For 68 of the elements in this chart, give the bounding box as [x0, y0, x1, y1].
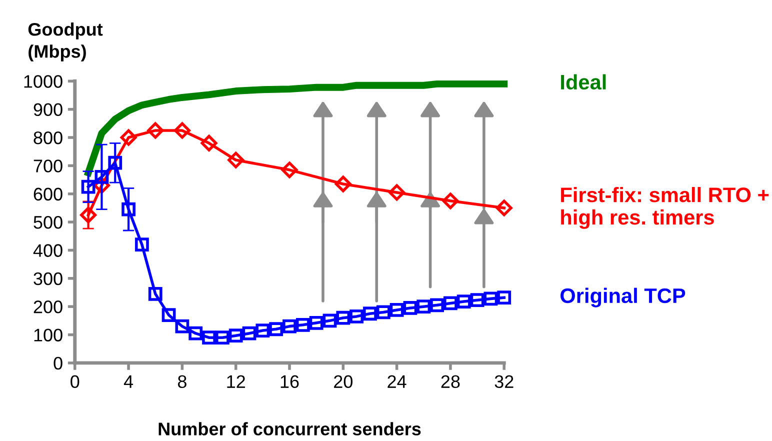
point — [202, 330, 216, 345]
y-tick-label: 900 — [34, 103, 62, 116]
point — [228, 152, 244, 168]
point — [470, 293, 484, 308]
point — [269, 322, 284, 336]
y-tick-label: 1000 — [24, 75, 62, 88]
x-tick-label: 16 — [280, 375, 299, 388]
y-tick-label: 700 — [34, 160, 62, 172]
y-tick-label: 400 — [33, 244, 62, 257]
x-tick-label: 0 — [70, 375, 80, 388]
point — [456, 294, 471, 308]
point — [120, 129, 137, 146]
y-tick-label: 100 — [34, 328, 62, 342]
point — [403, 301, 418, 315]
point — [296, 318, 310, 332]
x-tick-label: 24 — [388, 375, 406, 388]
point — [94, 170, 109, 184]
y-tick-label: 300 — [34, 272, 62, 286]
point — [80, 206, 97, 224]
point — [81, 180, 96, 194]
point — [496, 200, 512, 216]
y-tick-label: 500 — [34, 216, 62, 229]
x-axis-title: Number of concurrent senders — [158, 422, 421, 436]
text: Ideal — [561, 74, 606, 90]
point — [188, 326, 203, 340]
x-tick-label: 32 — [494, 375, 514, 388]
y-tick-label: 0 — [54, 356, 62, 370]
point — [200, 134, 218, 152]
point — [174, 122, 190, 139]
point — [334, 176, 352, 192]
point — [108, 156, 122, 170]
point — [281, 162, 298, 178]
point — [444, 296, 458, 310]
point — [228, 328, 243, 343]
point — [322, 314, 337, 328]
x-tick-label: 8 — [178, 375, 186, 388]
point — [215, 330, 230, 345]
point — [242, 326, 256, 340]
point — [497, 290, 512, 305]
point — [363, 306, 377, 321]
y-tick-label: 200 — [34, 300, 62, 314]
point — [148, 286, 162, 301]
point — [416, 300, 431, 314]
x-tick-label: 20 — [334, 375, 352, 388]
x-tick-label: 28 — [441, 375, 460, 388]
x-tick-label: 12 — [227, 375, 245, 388]
point — [430, 298, 444, 312]
point — [390, 303, 404, 317]
point — [175, 319, 190, 334]
point — [162, 308, 176, 322]
point — [135, 238, 149, 252]
text: First-fix: small RTO + high res. timers — [561, 186, 769, 229]
point — [442, 192, 459, 210]
point — [376, 305, 390, 320]
y-tick-label: 600 — [34, 188, 62, 201]
point — [122, 202, 136, 216]
y-tick-label: 800 — [34, 131, 62, 144]
point — [350, 310, 364, 324]
text: Original TCP — [560, 288, 686, 308]
point — [282, 319, 296, 334]
y-axis-title: Goodput (Mbps) — [28, 22, 103, 62]
point — [336, 310, 350, 325]
point — [309, 316, 324, 330]
point — [256, 324, 270, 338]
point — [147, 122, 164, 139]
point — [484, 292, 498, 306]
point — [388, 184, 406, 201]
x-tick-label: 4 — [124, 375, 134, 388]
